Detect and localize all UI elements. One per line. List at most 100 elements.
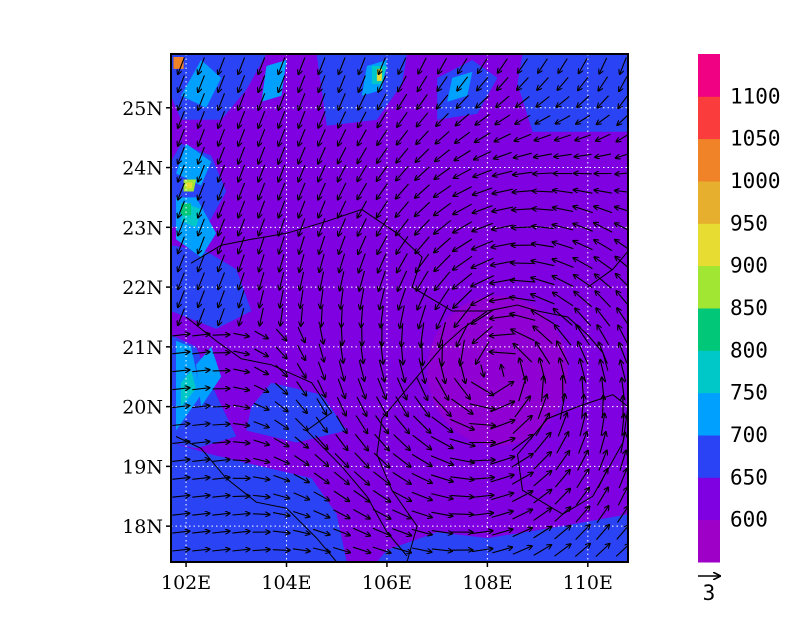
wind-vector: [378, 270, 387, 291]
contour-region-23: [186, 182, 193, 189]
wind-vector: [537, 77, 549, 91]
wind-vector: [212, 442, 231, 443]
wind-vector: [573, 224, 593, 232]
wind-vector: [336, 415, 348, 434]
wind-vector: [376, 200, 388, 218]
wind-vector: [513, 344, 533, 363]
wind-vector: [373, 452, 390, 468]
wind-vector: [595, 525, 609, 540]
wind-vector: [615, 223, 628, 231]
wind-vector: [418, 57, 427, 74]
wind-vector: [535, 115, 551, 124]
wind-vector: [273, 437, 289, 446]
wind-vector: [238, 93, 246, 110]
wind-vector: [338, 129, 347, 146]
wind-vector: [555, 451, 570, 471]
wind-vector: [292, 529, 310, 534]
wind-vector: [318, 200, 326, 218]
wind-vector: [415, 184, 430, 199]
wind-vector: [434, 254, 451, 272]
wind-vector: [253, 457, 269, 462]
wind-vector: [412, 547, 432, 552]
wind-vector: [411, 510, 432, 518]
wind-vector: [172, 442, 190, 444]
wind-vector: [478, 58, 488, 74]
lat-tick-label: 21N: [122, 337, 163, 359]
wind-vector: [558, 58, 568, 74]
wind-vector: [512, 191, 534, 193]
wind-vector: [618, 325, 628, 345]
wind-vector: [178, 93, 185, 110]
wind-vector: [434, 202, 452, 216]
wind-vector: [338, 111, 347, 129]
wind-vector: [394, 415, 410, 434]
wind-vector: [319, 236, 326, 254]
wind-vector: [278, 93, 286, 110]
wind-vector: [298, 75, 306, 92]
wind-vector: [198, 182, 205, 200]
wind-vector: [449, 418, 474, 430]
wind-vector: [357, 129, 367, 146]
wind-vector: [178, 290, 185, 308]
wind-vector: [575, 134, 591, 141]
wind-vector: [600, 413, 605, 436]
wind-vector: [379, 288, 386, 309]
wind-vector: [615, 256, 628, 269]
wind-vector: [232, 496, 250, 497]
wind-vector: [357, 182, 368, 200]
wind-vector: [539, 358, 547, 384]
wind-vector: [172, 549, 190, 551]
wind-vector: [534, 134, 552, 141]
wind-vector: [338, 164, 347, 182]
contour-region-7: [517, 54, 628, 132]
colorbar-swatch: [698, 223, 720, 267]
wind-vector: [298, 111, 306, 128]
wind-vector: [319, 325, 324, 344]
wind-vector: [574, 154, 592, 157]
wind-vector: [376, 165, 388, 182]
wind-vector: [470, 477, 494, 479]
wind-vector: [233, 405, 249, 408]
wind-vector: [377, 111, 388, 128]
wind-vector: [198, 254, 205, 272]
lat-tick-label: 25N: [122, 98, 163, 120]
wind-vector: [400, 305, 405, 329]
wind-vector: [178, 200, 185, 218]
wind-vector: [496, 95, 510, 107]
wind-vector: [491, 511, 514, 518]
wind-vector: [353, 471, 369, 486]
wind-vector: [594, 223, 613, 233]
wind-vector: [218, 254, 226, 272]
wind-vector: [212, 531, 230, 533]
wind-vector: [198, 200, 205, 218]
wind-vector: [573, 275, 593, 289]
wind-vector: [238, 129, 246, 146]
wind-vector: [178, 272, 185, 290]
wind-vector: [489, 352, 516, 354]
wind-vector: [198, 57, 205, 74]
wind-vector: [396, 129, 409, 145]
wind-vector: [353, 490, 370, 503]
wind-vector: [554, 154, 572, 157]
wind-vector: [192, 495, 210, 497]
wind-vector: [431, 511, 453, 516]
wind-vector: [573, 190, 593, 194]
wind-vector: [278, 200, 286, 218]
wind-vector: [534, 153, 552, 157]
wind-vector: [512, 491, 533, 503]
wind-vector: [415, 236, 430, 254]
wind-vector: [514, 133, 532, 141]
wind-vector: [513, 152, 532, 158]
wind-vector: [620, 360, 627, 382]
contour-region-4: [171, 245, 252, 329]
wind-vector: [417, 75, 428, 91]
wind-vector: [338, 57, 346, 74]
wind-vector: [538, 58, 548, 73]
wind-vector: [274, 401, 288, 412]
wind-vector: [434, 237, 451, 253]
wind-vectors: [172, 57, 628, 558]
wind-vector: [319, 253, 325, 273]
wind-vector: [377, 147, 388, 163]
colorbar-label: 650: [730, 465, 768, 489]
wind-vector: [536, 342, 551, 365]
